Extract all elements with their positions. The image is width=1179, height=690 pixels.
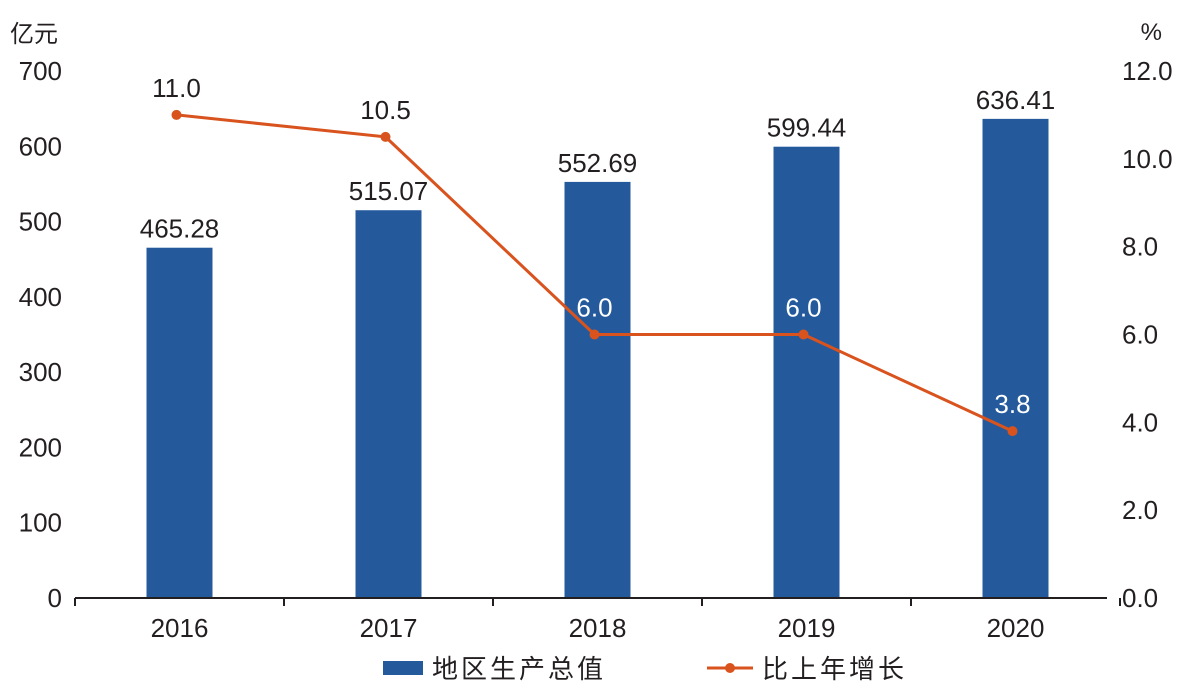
growth-point [380, 131, 391, 142]
left-axis-tick-label: 600 [19, 131, 62, 161]
growth-value-label: 10.5 [360, 95, 411, 125]
growth-value-label: 6.0 [785, 293, 821, 323]
right-axis-tick-label: 4.0 [1122, 407, 1158, 437]
legend-bar-swatch [383, 661, 423, 675]
x-axis-tick-label: 2017 [360, 613, 418, 643]
right-axis-tick-label: 6.0 [1122, 320, 1158, 350]
bar-data-labels: 465.28 515.07 552.69 599.44 636.41 [140, 85, 1056, 244]
right-axis-tick-label: 0.0 [1122, 583, 1158, 613]
bar-value-label: 599.44 [767, 113, 847, 143]
bar [982, 118, 1049, 599]
x-axis-tick-label: 2020 [987, 613, 1045, 643]
right-axis-unit: % [1141, 19, 1162, 46]
bar [146, 247, 213, 598]
left-axis-tick-label: 700 [19, 56, 62, 86]
right-axis-tick-label: 12.0 [1122, 56, 1173, 86]
x-axis-ticks: 2016 2017 2018 2019 2020 [74, 598, 1121, 643]
growth-value-label: 6.0 [576, 293, 612, 323]
x-axis-tick-label: 2019 [778, 613, 836, 643]
legend-bar-label: 地区生产总值 [432, 654, 606, 684]
x-axis-tick-label: 2018 [569, 613, 627, 643]
x-axis-tick-label: 2016 [151, 613, 209, 643]
growth-point [589, 329, 600, 340]
growth-value-label: 3.8 [994, 389, 1030, 419]
legend: 地区生产总值 比上年增长 [383, 654, 907, 684]
left-axis-tick-label: 0 [48, 583, 62, 613]
legend-line-label: 比上年增长 [762, 654, 907, 684]
growth-point [171, 109, 182, 120]
growth-point [1007, 426, 1018, 437]
line-series [171, 109, 1018, 437]
growth-point [798, 329, 809, 340]
right-axis-tick-label: 2.0 [1122, 495, 1158, 525]
left-axis-tick-label: 100 [19, 508, 62, 538]
left-axis-unit: 亿元 [10, 21, 58, 48]
right-axis-tick-label: 8.0 [1122, 232, 1158, 262]
legend-line-marker [725, 663, 735, 673]
right-axis-ticks: 0.0 2.0 4.0 6.0 8.0 10.0 12.0 [1122, 56, 1173, 613]
growth-value-label: 11.0 [152, 73, 201, 103]
right-axis-tick-label: 10.0 [1122, 144, 1173, 174]
line-data-labels: 11.0 10.5 6.0 6.0 3.8 [152, 73, 1030, 419]
left-axis-tick-label: 200 [19, 432, 62, 462]
bar [355, 210, 422, 598]
bar-series [146, 118, 1049, 599]
bar-value-label: 465.28 [140, 214, 220, 244]
bar [564, 181, 631, 598]
left-axis-ticks: 0 100 200 300 400 500 600 700 [19, 56, 62, 613]
left-axis-tick-label: 300 [19, 357, 62, 387]
bar-value-label: 552.69 [558, 148, 638, 178]
left-axis-tick-label: 500 [19, 207, 62, 237]
left-axis-tick-label: 400 [19, 282, 62, 312]
bar [773, 146, 840, 598]
bar-value-label: 515.07 [349, 176, 429, 206]
bar-value-label: 636.41 [976, 85, 1056, 115]
